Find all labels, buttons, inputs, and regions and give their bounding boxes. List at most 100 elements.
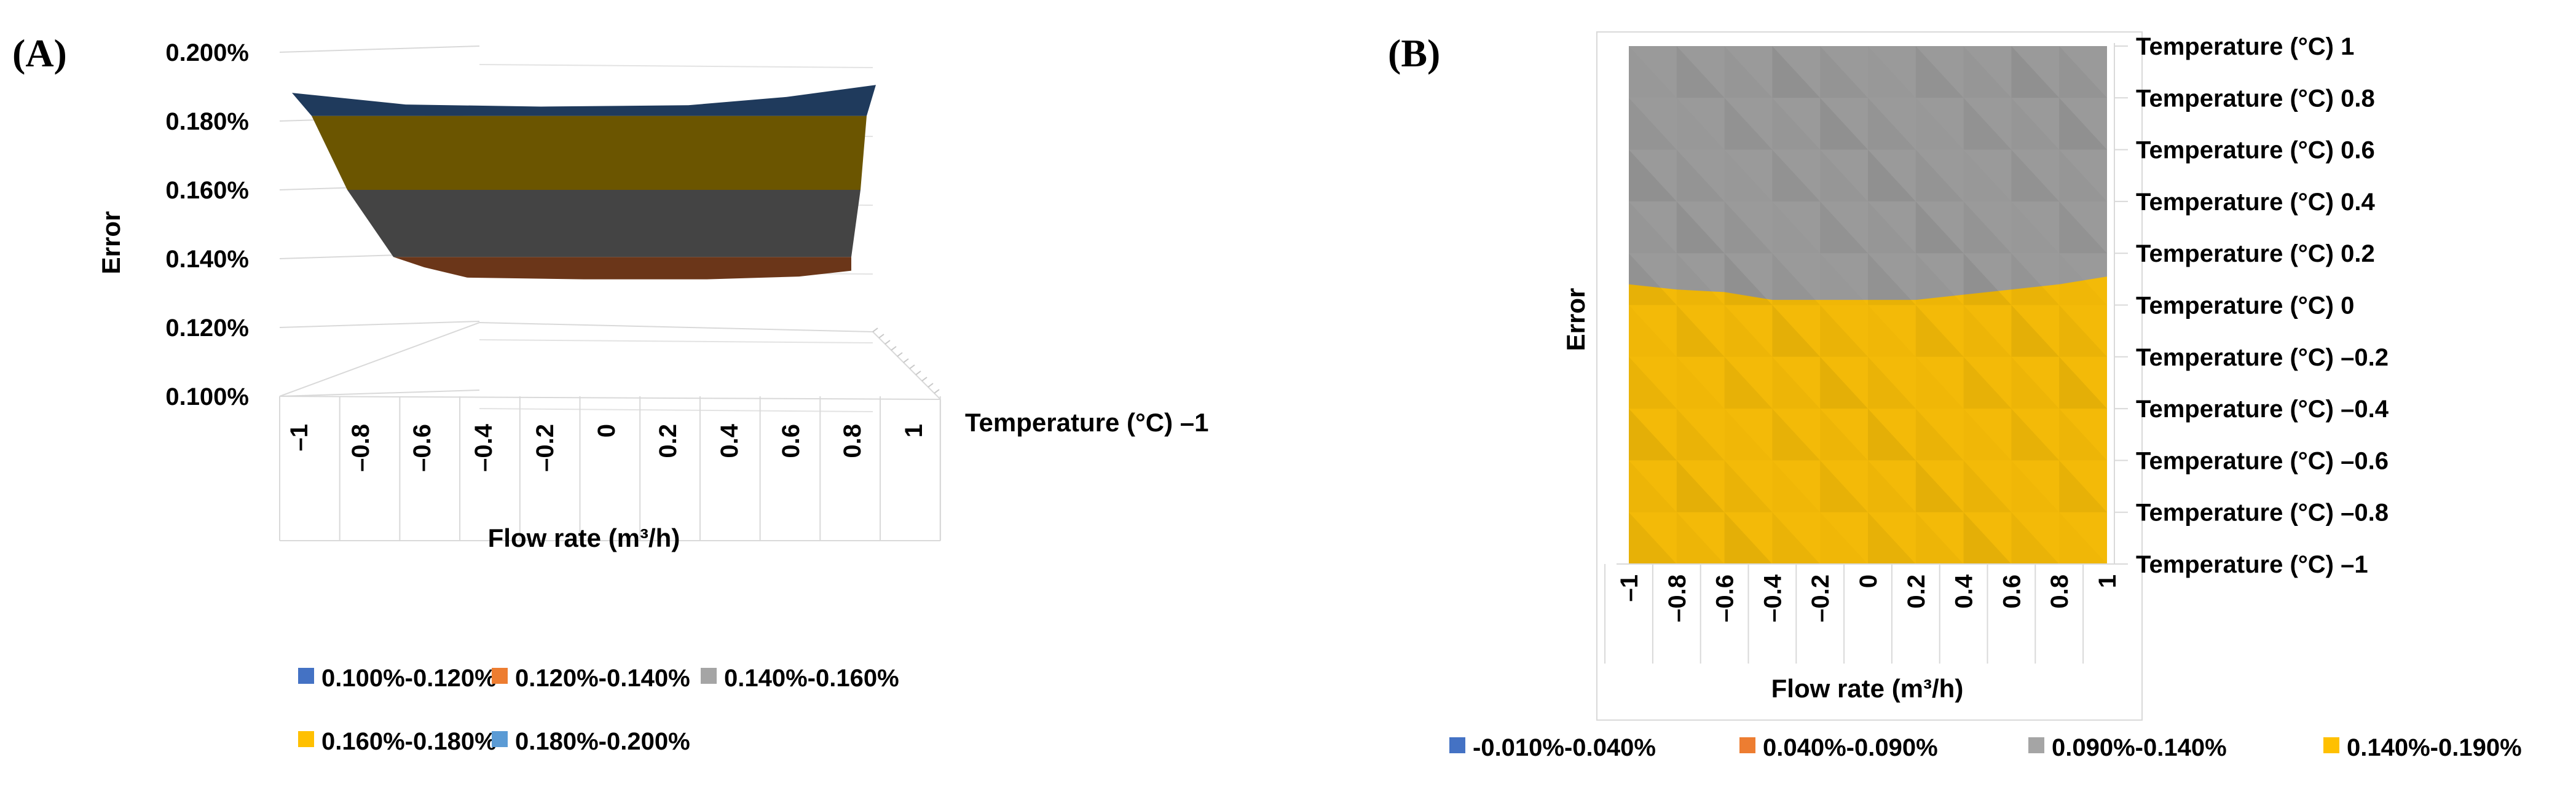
panel-b-legend-label: 0.090%-0.140% (2052, 734, 2227, 761)
panel-a-legend-label: 0.180%-0.200% (515, 728, 690, 755)
panel-b-mesh-cell (1868, 409, 1916, 461)
panel-b-y-tick: Temperature (°C) 0.6 (2136, 137, 2375, 164)
panel-b-mesh-cell (1724, 356, 1773, 409)
panel-a-depth-label: Temperature (°C) –1 (965, 408, 1208, 437)
panel-b-mesh-cell (1772, 149, 1821, 202)
panel-a-depth-tick (928, 383, 934, 388)
panel-a-depth-tick (884, 340, 891, 345)
panel-b-mesh-cell (1915, 460, 1964, 512)
panel-b-x-tick: –0.4 (1759, 574, 1786, 622)
panel-a-x-tick: –0.4 (470, 423, 497, 472)
panel-b-y-tick: Temperature (°C) –0.2 (2136, 344, 2389, 371)
panel-b-legend-label: 0.040%-0.090% (1763, 734, 1938, 761)
panel-a-back-floor-edge (479, 322, 873, 332)
panel-a-y-tick: 0.160% (165, 177, 249, 204)
panel-b-mesh-cell (1915, 201, 1964, 254)
panel-b-mesh-cell (1820, 460, 1868, 512)
panel-b-y-tick: Temperature (°C) –1 (2136, 551, 2368, 578)
panel-b-y-tick: Temperature (°C) –0.4 (2136, 396, 2389, 423)
panel-b-mesh-cell (1820, 201, 1868, 254)
panel-a-back-gridline (479, 408, 873, 412)
panel-a-legend-label: 0.160%-0.180% (321, 728, 497, 755)
panel-b-legend-label: -0.010%-0.040% (1473, 734, 1656, 761)
panel-b-contour (1629, 46, 2107, 564)
panel-b-x-tick: 0.8 (2046, 574, 2073, 609)
panel-a-depth-tick (872, 327, 878, 332)
panel-b-mesh-cell (1868, 512, 1916, 564)
panel-a-legend-swatch (492, 731, 508, 747)
panel-b-y-tick: Temperature (°C) 0.2 (2136, 240, 2375, 267)
panel-b-y-ticks: Temperature (°C) 1 Temperature (°C) 0.8 Te… (2114, 33, 2389, 578)
panel-b-x-tick: –0.2 (1807, 574, 1834, 622)
panel-b-mesh-cell (1820, 98, 1868, 150)
panel-b-mesh-cell (2059, 98, 2107, 150)
panel-b-mesh-cell (1868, 149, 1916, 202)
panel-b-mesh-cell (1676, 201, 1725, 254)
panel-a-x-tick: –0.6 (409, 424, 436, 472)
panel-b-mesh-cell (1963, 512, 2012, 564)
panel-a-depth-tick (903, 358, 909, 363)
panel-a-x-ticks: –1 –0.8 –0.6 –0.4 –0.2 0 0.2 0.4 0.6 0.8 1 (286, 396, 941, 541)
panel-b-mesh-cell (2059, 201, 2107, 254)
panel-a-x-tick: 0.8 (839, 424, 866, 458)
panel-a-y-axis-title: Error (97, 211, 125, 275)
panel-b-mesh-cell (2011, 46, 2060, 98)
panel-b-x-tick: –1 (1616, 574, 1643, 602)
panel-b-mesh-cell (1676, 305, 1725, 357)
panel-b-mesh-cell (1724, 98, 1773, 150)
panel-a-y-tick: 0.100% (165, 383, 249, 410)
panel-b-x-tick: 0.2 (1903, 574, 1930, 609)
panel-a-x-tick: 0.6 (778, 424, 805, 458)
panel-b-mesh-cell (1772, 46, 1821, 98)
panel-a-depth-tick (909, 364, 915, 369)
panel-b-mesh-cell (2011, 149, 2060, 202)
panel-a-back-gridline (479, 64, 873, 68)
panel-a-x-tick: –1 (286, 424, 313, 452)
panel-a-band-0160-0180 (312, 116, 867, 190)
panel-b-x-tick: 0 (1855, 574, 1882, 588)
panel-b-y-tick: Temperature (°C) 0.4 (2136, 189, 2375, 216)
panel-a-legend-swatch (298, 731, 314, 747)
panel-b-x-axis-title: Flow rate (m³/h) (1771, 674, 1964, 703)
panel-b-x-tick: 1 (2094, 574, 2121, 588)
panel-a-x-tick: 0.2 (655, 424, 682, 458)
panel-b-x-tick: –0.8 (1664, 574, 1691, 622)
panel-a-legend-swatch (298, 668, 314, 684)
panel-a-x-axis-title: Flow rate (m³/h) (488, 523, 680, 552)
panel-a-x-tick: –0.2 (532, 424, 559, 472)
panel-a-y-tick: 0.140% (165, 246, 249, 273)
panel-a-back-gridline (479, 339, 873, 343)
panel-a-label: (A) (12, 31, 67, 75)
panel-b-y-tick: Temperature (°C) –0.8 (2136, 500, 2389, 527)
panel-a-legend-swatch (492, 668, 508, 684)
panel-b-mesh-cell (1676, 460, 1725, 512)
panel-a-legend-label: 0.140%-0.160% (724, 665, 899, 692)
panel-a-legend: 0.100%-0.120% 0.120%-0.140% 0.140%-0.160% 0… (298, 665, 899, 755)
panel-b-mesh-cell (1629, 512, 1677, 564)
panel-b-region-140-190 (1629, 276, 2107, 564)
panel-a-depth-tick (921, 377, 928, 382)
panel-b-mesh-cell (2011, 409, 2060, 461)
panel-b-mesh-cell (1963, 98, 2012, 150)
panel-b-label: (B) (1388, 31, 1440, 75)
panel-b-legend-label: 0.140%-0.190% (2347, 734, 2522, 761)
panel-a-depth-tick (891, 346, 897, 351)
panel-b-y-axis-title: Error (1561, 288, 1590, 351)
panel-a-chart: (A) 0.100% 0.120% 0.140% 0.160% 0.180% 0.200%… (12, 31, 1208, 755)
panel-b-x-tick: –0.6 (1712, 574, 1739, 622)
panel-a-legend-swatch (701, 668, 717, 684)
panel-a-gridline (279, 45, 480, 53)
panel-b-legend: -0.010%-0.040% 0.040%-0.090% 0.090%-0.140%… (1449, 734, 2522, 761)
panel-a-y-ticks: 0.100% 0.120% 0.140% 0.160% 0.180% 0.200% (165, 39, 249, 410)
panel-a-floor (279, 322, 941, 541)
panel-b-mesh-cell (1820, 356, 1868, 409)
panel-a-gridline (279, 390, 480, 397)
panel-a-y-tick: 0.180% (165, 108, 249, 135)
panel-b-mesh-cell (1724, 253, 1773, 305)
panel-b-mesh-cell (1915, 46, 1964, 98)
panel-b-mesh-cell (1868, 253, 1916, 305)
panel-a-depth-tick (878, 334, 884, 339)
panel-a-front-floor-edge (279, 396, 941, 400)
panel-b-y-tick: Temperature (°C) 1 (2136, 33, 2354, 60)
panel-a-depth-tick (934, 389, 940, 394)
